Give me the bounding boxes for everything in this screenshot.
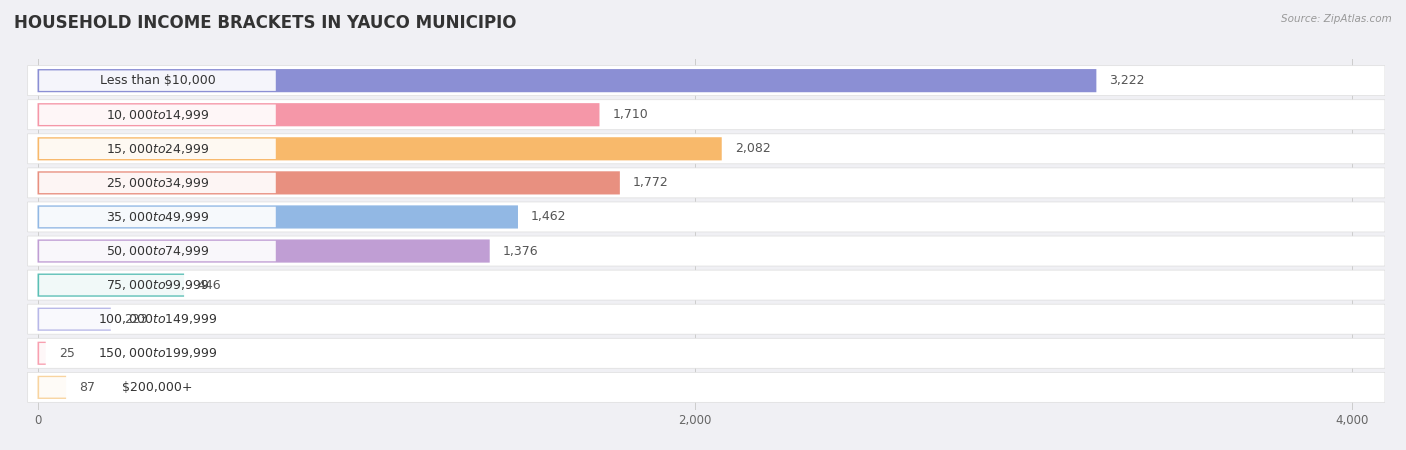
FancyBboxPatch shape	[38, 205, 517, 229]
Text: 223: 223	[124, 313, 148, 326]
Text: 2,082: 2,082	[735, 142, 770, 155]
Text: $150,000 to $199,999: $150,000 to $199,999	[98, 346, 217, 360]
Text: 1,462: 1,462	[531, 211, 567, 224]
Text: 87: 87	[79, 381, 96, 394]
Text: $25,000 to $34,999: $25,000 to $34,999	[105, 176, 209, 190]
FancyBboxPatch shape	[28, 134, 1385, 164]
FancyBboxPatch shape	[38, 171, 620, 194]
Text: 446: 446	[197, 279, 221, 292]
FancyBboxPatch shape	[28, 372, 1385, 402]
FancyBboxPatch shape	[38, 137, 721, 160]
FancyBboxPatch shape	[39, 207, 276, 227]
FancyBboxPatch shape	[39, 377, 276, 397]
FancyBboxPatch shape	[28, 202, 1385, 232]
Text: $35,000 to $49,999: $35,000 to $49,999	[105, 210, 209, 224]
FancyBboxPatch shape	[38, 239, 489, 263]
FancyBboxPatch shape	[38, 103, 599, 126]
FancyBboxPatch shape	[39, 241, 276, 261]
FancyBboxPatch shape	[39, 309, 276, 329]
FancyBboxPatch shape	[38, 274, 184, 297]
FancyBboxPatch shape	[38, 376, 66, 399]
Text: Source: ZipAtlas.com: Source: ZipAtlas.com	[1281, 14, 1392, 23]
Text: $50,000 to $74,999: $50,000 to $74,999	[105, 244, 209, 258]
Text: Less than $10,000: Less than $10,000	[100, 74, 215, 87]
FancyBboxPatch shape	[39, 71, 276, 91]
FancyBboxPatch shape	[28, 66, 1385, 96]
FancyBboxPatch shape	[28, 236, 1385, 266]
Text: 1,772: 1,772	[633, 176, 669, 189]
FancyBboxPatch shape	[39, 173, 276, 193]
FancyBboxPatch shape	[28, 304, 1385, 334]
FancyBboxPatch shape	[38, 69, 1097, 92]
Text: HOUSEHOLD INCOME BRACKETS IN YAUCO MUNICIPIO: HOUSEHOLD INCOME BRACKETS IN YAUCO MUNIC…	[14, 14, 516, 32]
Text: 25: 25	[59, 347, 75, 360]
FancyBboxPatch shape	[39, 104, 276, 125]
Text: $75,000 to $99,999: $75,000 to $99,999	[105, 278, 209, 292]
FancyBboxPatch shape	[39, 139, 276, 159]
FancyBboxPatch shape	[28, 168, 1385, 198]
Text: 1,376: 1,376	[503, 244, 538, 257]
FancyBboxPatch shape	[38, 342, 46, 365]
FancyBboxPatch shape	[39, 343, 276, 364]
Text: 3,222: 3,222	[1109, 74, 1144, 87]
Text: 1,710: 1,710	[613, 108, 648, 121]
FancyBboxPatch shape	[38, 308, 111, 331]
FancyBboxPatch shape	[28, 100, 1385, 130]
FancyBboxPatch shape	[39, 275, 276, 295]
Text: $10,000 to $14,999: $10,000 to $14,999	[105, 108, 209, 122]
FancyBboxPatch shape	[28, 338, 1385, 368]
Text: $200,000+: $200,000+	[122, 381, 193, 394]
Text: $15,000 to $24,999: $15,000 to $24,999	[105, 142, 209, 156]
Text: $100,000 to $149,999: $100,000 to $149,999	[98, 312, 217, 326]
FancyBboxPatch shape	[28, 270, 1385, 300]
